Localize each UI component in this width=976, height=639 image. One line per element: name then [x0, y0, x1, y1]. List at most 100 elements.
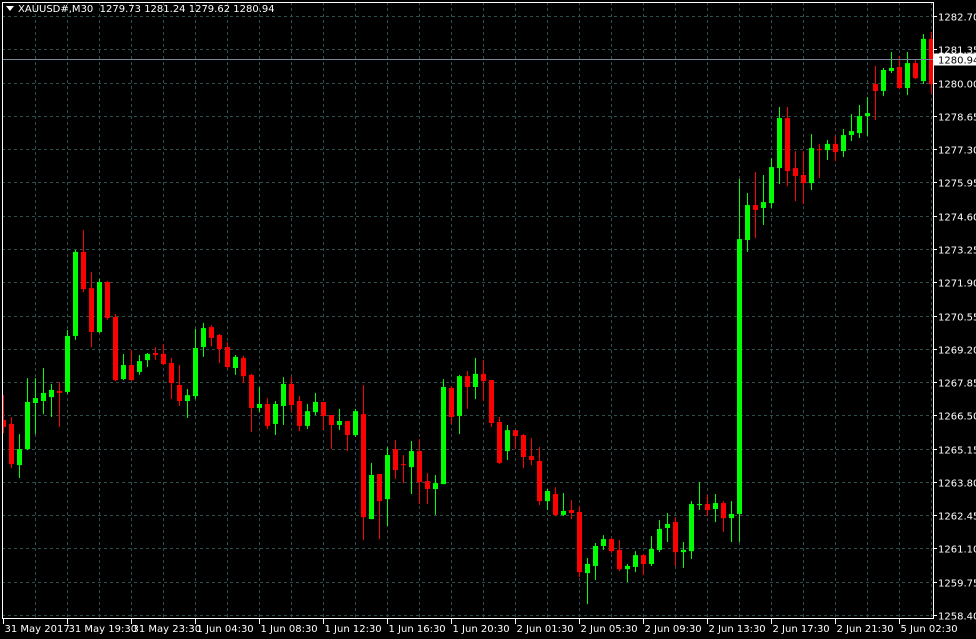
candle-body: [49, 389, 54, 398]
candle-body: [497, 421, 502, 463]
candle-body: [857, 116, 862, 134]
candle-body: [401, 464, 406, 466]
bull-candle: [761, 174, 766, 226]
bull-candle: [137, 354, 142, 375]
bull-candle: [457, 374, 462, 435]
bear-candle: [617, 540, 622, 572]
candle-body: [281, 384, 286, 406]
grid: [2, 2, 933, 618]
bear-candle: [609, 538, 614, 554]
bull-candle: [681, 542, 686, 568]
candle-body: [185, 395, 190, 402]
bull-candle: [97, 279, 102, 334]
candle-body: [385, 455, 390, 500]
x-tick-label: 1 Jun 04:30: [197, 624, 254, 635]
x-tick-label: 31 May 23:30: [133, 624, 202, 635]
candle-body: [657, 528, 662, 550]
x-tick-label: 2 Jun 17:30: [773, 624, 830, 635]
y-tick-label: 1266.50: [938, 412, 976, 423]
bear-candle: [497, 417, 502, 465]
frame-border: [2, 2, 934, 619]
candle-body: [737, 239, 742, 514]
bull-candle: [41, 368, 46, 415]
bear-candle: [225, 342, 230, 369]
candles: [2, 32, 933, 605]
bull-candle: [409, 440, 414, 494]
bear-candle: [345, 421, 350, 452]
candle-body: [353, 411, 358, 436]
candle-body: [753, 205, 758, 210]
candle-body: [345, 421, 350, 436]
bear-candle: [169, 357, 174, 400]
candle-body: [33, 398, 38, 404]
candle-body: [617, 549, 622, 570]
bear-candle: [449, 385, 454, 424]
bear-candle: [793, 151, 798, 202]
x-tick-label: 2 Jun 21:30: [837, 624, 894, 635]
y-tick-label: 1281.35: [938, 46, 976, 57]
y-tick-label: 1259.75: [938, 579, 976, 590]
bear-candle: [321, 402, 326, 431]
bear-candle: [913, 60, 918, 80]
y-tick-label: 1275.95: [938, 179, 976, 190]
candle-body: [785, 118, 790, 172]
bear-candle: [721, 501, 726, 532]
bear-candle: [217, 333, 222, 364]
candle-body: [689, 504, 694, 552]
bear-candle: [673, 517, 678, 566]
candle-body: [849, 131, 854, 136]
bull-candle: [121, 353, 126, 381]
candle-body: [921, 38, 926, 82]
bear-candle: [2, 395, 6, 434]
candle-body: [137, 361, 142, 372]
bull-candle: [737, 178, 742, 543]
chart-frame: [2, 2, 934, 619]
x-tick-label: 1 Jun 12:30: [325, 624, 382, 635]
bear-candle: [801, 151, 806, 205]
candle-body: [113, 316, 118, 381]
candle-body: [681, 549, 686, 553]
bear-candle: [177, 365, 182, 406]
candle-body: [321, 402, 326, 417]
candle-body: [761, 202, 766, 209]
ohlc-readout: 1279.73 1281.24 1279.62 1280.94: [99, 4, 275, 15]
bull-candle: [545, 489, 550, 510]
bull-candle: [473, 357, 478, 400]
candle-body: [505, 430, 510, 452]
bear-candle: [465, 370, 470, 409]
bear-candle: [265, 398, 270, 430]
price-axis[interactable]: 1282.70 1281.35 1280.00 1278.65 1277.30 1275.…: [933, 13, 976, 623]
bull-candle: [385, 447, 390, 527]
bull-candle: [841, 128, 846, 157]
bear-candle: [209, 325, 214, 347]
bull-candle: [809, 134, 814, 191]
candle-body: [665, 524, 670, 528]
bear-candle: [113, 314, 118, 382]
candle-body: [329, 415, 334, 425]
bull-candle: [313, 392, 318, 416]
bull-candle: [889, 51, 894, 73]
candle-body: [585, 563, 590, 574]
candle-body: [2, 420, 6, 427]
x-tick-label: 2 Jun 09:30: [645, 624, 702, 635]
candle-body: [305, 411, 310, 426]
bear-candle: [529, 438, 534, 466]
triangle-down-icon[interactable]: [6, 6, 14, 11]
bear-candle: [289, 377, 294, 412]
bull-candle: [281, 377, 286, 425]
candle-body: [9, 423, 14, 465]
y-tick-label: 1267.85: [938, 379, 976, 390]
candle-body: [129, 365, 134, 381]
bull-candle: [593, 543, 598, 580]
candle-body: [489, 380, 494, 423]
candle-body: [249, 374, 254, 408]
bear-candle: [81, 229, 86, 293]
bear-candle: [57, 382, 62, 427]
candle-body: [801, 174, 806, 184]
y-tick-label: 1280.00: [938, 80, 976, 91]
candle-body: [697, 504, 702, 506]
x-tick-label: 2 Jun 01:30: [517, 624, 574, 635]
bear-candle: [161, 344, 166, 366]
